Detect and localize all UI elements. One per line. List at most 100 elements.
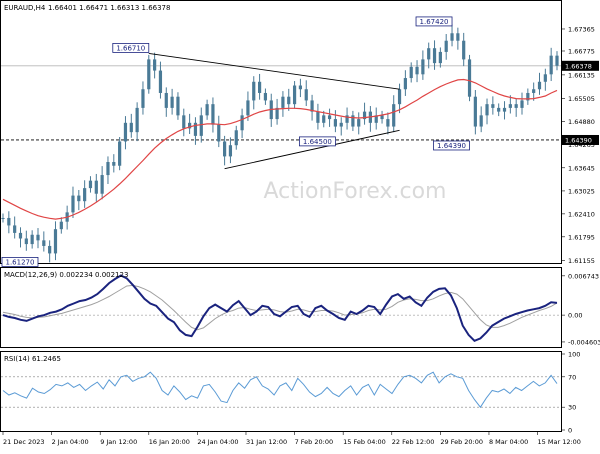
macd-line bbox=[2, 274, 558, 342]
price-candle bbox=[444, 40, 448, 52]
price-candle bbox=[438, 51, 442, 64]
price-label-box bbox=[1, 257, 39, 267]
price-candle bbox=[48, 245, 52, 254]
y-tick-label: 1.66135 bbox=[568, 71, 595, 79]
price-candle bbox=[497, 107, 501, 112]
price-candle bbox=[298, 85, 303, 90]
price-label-box bbox=[433, 140, 470, 151]
price-candle bbox=[77, 195, 81, 202]
price-candle bbox=[526, 92, 530, 101]
price-candle bbox=[263, 92, 268, 101]
price-label: 1.66710 bbox=[116, 44, 145, 52]
price-candle bbox=[491, 104, 495, 108]
y-tick-label: 1.64880 bbox=[568, 118, 595, 126]
price-candle bbox=[421, 59, 425, 75]
price-candle bbox=[153, 59, 157, 71]
price-label-box bbox=[298, 136, 336, 147]
price-candle bbox=[392, 104, 396, 127]
price-labels: 1.66710 1.67420 1.64500 1.64390 1.61270 bbox=[1, 16, 470, 267]
price-candle bbox=[462, 40, 466, 60]
price-candle bbox=[53, 229, 58, 254]
price-candle bbox=[316, 111, 320, 123]
price-series bbox=[1, 24, 559, 263]
price-candle bbox=[24, 238, 28, 245]
price-label: 1.61270 bbox=[6, 258, 35, 266]
price-candle bbox=[94, 180, 98, 194]
price-candle bbox=[555, 55, 559, 66]
price-candle bbox=[170, 96, 174, 108]
price-candle bbox=[327, 115, 332, 120]
ohlc-values: 1.66401 1.66471 1.66313 1.66378 bbox=[48, 4, 170, 12]
price-candle bbox=[1, 217, 5, 219]
price-candle bbox=[403, 78, 407, 90]
price-candle bbox=[223, 141, 227, 157]
trendline bbox=[148, 52, 400, 90]
watermark: ActionForex.com bbox=[264, 179, 447, 204]
y-tick-label: 1.66775 bbox=[568, 47, 595, 55]
price-candle bbox=[485, 104, 489, 116]
price-candle bbox=[409, 66, 413, 79]
price-candle bbox=[30, 234, 34, 245]
price-candle bbox=[397, 89, 402, 105]
level-price-label: 1.64390 bbox=[565, 136, 592, 144]
price-candle bbox=[234, 130, 238, 146]
price-candle bbox=[304, 89, 308, 101]
price-candle bbox=[386, 119, 390, 127]
price-candle bbox=[13, 225, 17, 233]
x-tick-label: 2 Jan 04:00 bbox=[52, 438, 89, 446]
x-tick-label: 31 Jan 12:00 bbox=[246, 438, 287, 446]
x-tick-label: 21 Dec 2023 bbox=[3, 438, 45, 446]
price-candle bbox=[502, 107, 507, 112]
y-tick-label: 1.64265 bbox=[568, 141, 595, 149]
macd-series bbox=[1, 274, 561, 342]
price-candle bbox=[71, 195, 75, 213]
price-candle bbox=[88, 180, 93, 189]
y-tick-label: 1.61795 bbox=[568, 233, 595, 241]
price-candle bbox=[362, 111, 367, 120]
price-candle bbox=[147, 59, 151, 90]
price-panel-frame bbox=[0, 0, 562, 264]
price-candle bbox=[345, 115, 349, 123]
level-price-box bbox=[562, 134, 599, 145]
price-candle bbox=[176, 96, 180, 116]
price-candle bbox=[310, 100, 314, 112]
current-price-label: 1.66378 bbox=[565, 62, 592, 70]
price-candle bbox=[532, 89, 536, 93]
price-label-box bbox=[112, 43, 150, 53]
price-candle bbox=[514, 104, 518, 108]
price-candle bbox=[252, 81, 256, 101]
price-candle bbox=[129, 122, 133, 133]
rsi-panel-frame bbox=[0, 351, 562, 432]
price-candle bbox=[479, 115, 483, 127]
price-label-box bbox=[415, 16, 453, 27]
y-tick-label: -0.004603 bbox=[568, 338, 600, 346]
price-candle bbox=[281, 96, 285, 108]
price-candle bbox=[164, 92, 168, 108]
y-tick-label: 30 bbox=[568, 404, 576, 412]
price-candle bbox=[537, 81, 542, 90]
current-price-box bbox=[562, 60, 599, 71]
price-candle bbox=[199, 115, 203, 136]
price-candle bbox=[106, 162, 110, 176]
y-tick-label: 0.006743 bbox=[568, 272, 599, 280]
price-label: 1.67420 bbox=[420, 18, 449, 26]
price-candle bbox=[380, 115, 384, 120]
price-candle bbox=[257, 81, 262, 93]
macd-title: MACD(12,26,9) 0.002234 0.002123 bbox=[4, 271, 128, 279]
price-candle bbox=[228, 145, 233, 157]
macd-signal-line bbox=[2, 284, 558, 331]
trendlines bbox=[148, 52, 400, 170]
price-candle bbox=[211, 104, 215, 125]
price-candle bbox=[112, 162, 116, 166]
x-axis-ticks: 21 Dec 2023 2 Jan 04:00 9 Jan 12:00 16 Jan … bbox=[2, 431, 581, 446]
x-tick-label: 24 Jan 04:00 bbox=[197, 438, 238, 446]
price-candle bbox=[36, 234, 40, 241]
price-candle bbox=[141, 89, 145, 108]
price-candle bbox=[188, 122, 192, 129]
rsi-line bbox=[2, 371, 558, 409]
price-candle bbox=[351, 115, 355, 127]
price-candle bbox=[450, 33, 454, 41]
price-candle bbox=[205, 104, 209, 116]
x-tick-label: 29 Feb 20:00 bbox=[440, 438, 483, 446]
